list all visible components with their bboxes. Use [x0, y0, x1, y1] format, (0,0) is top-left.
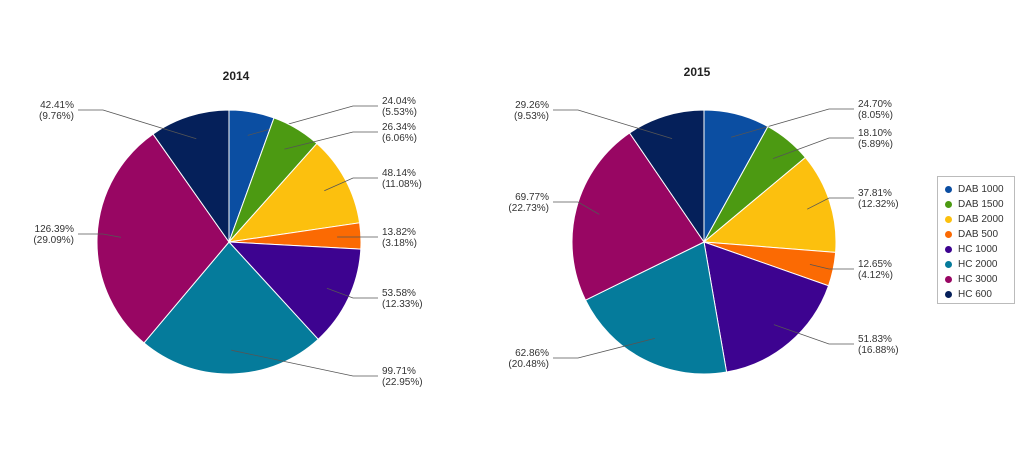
leader-line: [553, 201, 600, 215]
data-label-value: 51.83%: [858, 334, 892, 345]
chart-title: 2015: [684, 65, 711, 79]
pie-slice-dab-2000: [227, 142, 361, 243]
legend-label: HC 600: [958, 289, 992, 300]
pie-slice-hc-3000: [96, 133, 230, 344]
pie-slice-hc-600: [152, 109, 230, 244]
data-label-share: (16.88%): [858, 345, 899, 356]
data-label-value: 37.81%: [858, 188, 892, 199]
legend-item-dab-1000: DAB 1000: [945, 182, 1014, 197]
legend-item-hc-2000: HC 2000: [945, 257, 1014, 272]
legend-label: DAB 1000: [958, 184, 1004, 195]
legend-label: DAB 1500: [958, 199, 1004, 210]
data-label-value: 12.65%: [858, 259, 892, 270]
legend-label: DAB 2000: [958, 214, 1004, 225]
pie-chart-2015: 2015 24.70%(8.05%) 18.10%(5.89%) 37.81%(12.…: [508, 65, 899, 375]
legend-item-dab-500: DAB 500: [945, 227, 1014, 242]
legend-item-hc-1000: HC 1000: [945, 242, 1014, 257]
chart-legend: DAB 1000 DAB 1500 DAB 2000 DAB 500 HC 1000 HC…: [937, 176, 1015, 304]
data-label-share: (22.73%): [508, 203, 549, 214]
leader-line: [78, 233, 121, 238]
legend-swatch: [945, 201, 952, 208]
legend-item-dab-2000: DAB 2000: [945, 212, 1014, 227]
chart-title: 2014: [223, 69, 250, 83]
pie-slice-hc-2000: [143, 241, 319, 375]
leader-line: [730, 108, 854, 138]
data-label-value: 53.58%: [382, 288, 416, 299]
leader-line: [773, 324, 854, 345]
data-label-value: 13.82%: [382, 227, 416, 238]
data-label-share: (9.76%): [39, 111, 74, 122]
data-label-share: (12.32%): [858, 199, 899, 210]
pie-slice-hc-2000: [584, 241, 728, 375]
leader-line: [324, 177, 378, 192]
leader-line: [807, 197, 854, 210]
data-label-share: (29.09%): [33, 235, 74, 246]
data-label-share: (3.18%): [382, 238, 417, 249]
leader-line: [284, 131, 378, 150]
legend-label: HC 2000: [958, 259, 998, 270]
data-label-share: (4.12%): [858, 270, 893, 281]
data-label-value: 48.14%: [382, 168, 416, 179]
data-label-share: (6.06%): [382, 133, 417, 144]
data-label-value: 29.26%: [515, 100, 549, 111]
data-label-value: 24.04%: [382, 96, 416, 107]
data-label-share: (8.05%): [858, 110, 893, 121]
pie-slice-hc-3000: [571, 132, 705, 301]
data-label-share: (11.08%): [382, 179, 422, 190]
legend-swatch: [945, 246, 952, 253]
legend-item-dab-1500: DAB 1500: [945, 197, 1014, 212]
legend-item-hc-3000: HC 3000: [945, 272, 1014, 287]
leader-line: [78, 109, 197, 140]
data-label-value: 62.86%: [515, 348, 549, 359]
data-label-share: (5.53%): [382, 107, 417, 118]
legend-swatch: [945, 276, 952, 283]
legend-swatch: [945, 261, 952, 268]
data-label-value: 126.39%: [35, 224, 75, 235]
pie-slice-hc-1000: [703, 241, 830, 373]
data-label-value: 24.70%: [858, 99, 892, 110]
legend-swatch: [945, 216, 952, 223]
leader-line: [809, 264, 854, 270]
data-label-share: (12.33%): [382, 299, 423, 310]
pie-slice-dab-2000: [702, 156, 837, 253]
leader-line: [231, 349, 378, 377]
data-label-share: (22.95%): [382, 377, 423, 388]
pie-slice-hc-600: [628, 109, 705, 244]
legend-label: DAB 500: [958, 229, 999, 240]
leader-line: [326, 287, 378, 299]
legend-label: HC 3000: [958, 274, 998, 285]
data-label-share: (5.89%): [858, 139, 893, 150]
legend-item-hc-600: HC 600: [945, 287, 1014, 302]
data-label-value: 18.10%: [858, 128, 892, 139]
leader-line: [553, 338, 655, 359]
data-label-share: (20.48%): [508, 359, 549, 370]
data-label-share: (9.53%): [514, 111, 549, 122]
data-label-value: 69.77%: [515, 192, 549, 203]
legend-swatch: [945, 291, 952, 298]
leader-line: [553, 109, 673, 139]
legend-swatch: [945, 231, 952, 238]
data-label-value: 42.41%: [40, 100, 74, 111]
data-label-value: 26.34%: [382, 122, 416, 133]
pie-slice-hc-1000: [227, 241, 362, 341]
legend-swatch: [945, 186, 952, 193]
data-label-value: 99.71%: [382, 366, 416, 377]
pie-chart-2014: 2014 24.04%(5.53%) 26.34%(6.06%) 48.14%(11.…: [33, 69, 422, 388]
legend-label: HC 1000: [958, 244, 998, 255]
leader-line: [772, 137, 854, 159]
